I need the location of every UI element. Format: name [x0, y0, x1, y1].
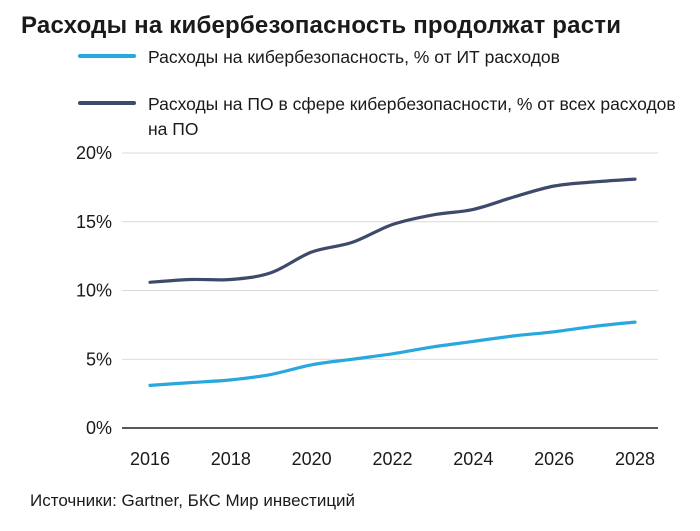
- x-tick-label-2020: 2020: [292, 449, 332, 469]
- series-line-2: [148, 177, 637, 284]
- x-tick-label-2016: 2016: [130, 449, 170, 469]
- x-tick-label-2026: 2026: [534, 449, 574, 469]
- legend-label-software-spending: Расходы на ПО в сфере кибербезопасности,…: [148, 94, 676, 139]
- x-tick-label-2022: 2022: [372, 449, 412, 469]
- x-tick-label-2028: 2028: [615, 449, 655, 469]
- legend-swatch-it-spending: [78, 54, 136, 58]
- legend-label-it-spending: Расходы на кибербезопасность, % от ИТ ра…: [148, 47, 560, 67]
- y-tick-label-5: 5%: [86, 349, 112, 369]
- chart-title: Расходы на кибербезопасность продолжат р…: [21, 12, 622, 39]
- x-tick-label-2024: 2024: [453, 449, 493, 469]
- legend-item-software-spending: Расходы на ПО в сфере кибербезопасности,…: [78, 92, 678, 142]
- y-tick-label-15: 15%: [76, 212, 112, 232]
- x-tick-label-2018: 2018: [211, 449, 251, 469]
- source-note: Источники: Gartner, БКС Мир инвестиций: [30, 491, 356, 510]
- legend-item-it-spending: Расходы на кибербезопасность, % от ИТ ра…: [78, 45, 678, 70]
- y-tick-label-10: 10%: [76, 281, 112, 301]
- y-tick-label-20: 20%: [76, 143, 112, 163]
- legend-swatch-software-spending: [78, 101, 136, 105]
- y-tick-label-0: 0%: [86, 418, 112, 438]
- series-line-1: [148, 320, 637, 387]
